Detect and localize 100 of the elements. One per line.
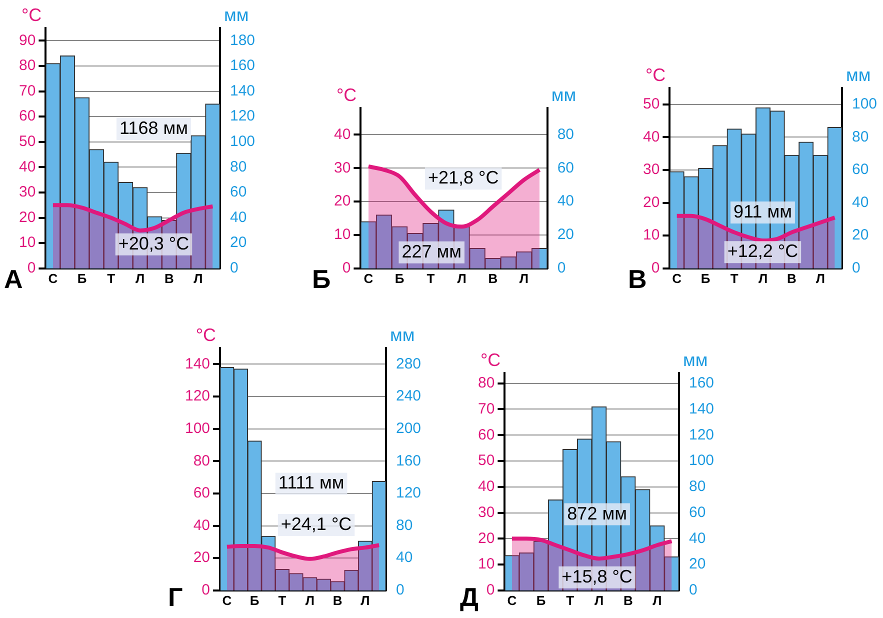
y2-axis-title: мм xyxy=(224,4,249,25)
y-tick-label: 0 xyxy=(342,260,351,277)
x-tick-label: Л xyxy=(136,270,145,286)
y2-tick-label: 80 xyxy=(557,126,574,143)
x-tick-label: Б xyxy=(700,270,710,286)
y-tick-label: 80 xyxy=(18,57,36,74)
y2-tick-label: 60 xyxy=(557,159,574,176)
y2-tick-label: 0 xyxy=(396,582,404,599)
y-tick-label: 120 xyxy=(184,388,210,405)
y2-tick-label: 100 xyxy=(852,96,878,113)
y-tick-label: 50 xyxy=(478,452,495,470)
x-tick-label: Т xyxy=(426,270,435,286)
y-tick-label: 30 xyxy=(478,504,495,521)
y-tick-label: 20 xyxy=(18,208,36,226)
y-axis-title: °C xyxy=(336,84,357,105)
y-tick-label: 0 xyxy=(486,582,495,599)
annotation: 911 мм xyxy=(733,201,792,222)
y-tick-label: 50 xyxy=(18,133,36,150)
x-tick-label: В xyxy=(623,592,633,608)
x-tick-label: Л xyxy=(594,592,604,608)
annotation: +20,3 °C xyxy=(118,233,190,254)
annotation: +24,1 °C xyxy=(280,514,352,534)
y2-axis-title: мм xyxy=(846,64,871,85)
y-tick-label: 60 xyxy=(193,484,210,502)
y2-tick-label: 80 xyxy=(852,128,869,146)
y-tick-label: 30 xyxy=(334,159,351,176)
y-tick-label: 10 xyxy=(334,226,351,244)
y2-tick-label: 160 xyxy=(688,374,714,392)
y-tick-label: 40 xyxy=(334,126,351,143)
x-tick-label: Л xyxy=(652,592,662,608)
y2-tick-label: 0 xyxy=(688,582,698,599)
y2-tick-label: 40 xyxy=(852,194,869,211)
annotation: 1111 мм xyxy=(278,472,344,493)
y-axis-title: °C xyxy=(480,350,501,370)
y2-axis-title: мм xyxy=(390,324,415,345)
x-tick-label: В xyxy=(164,270,174,286)
y-tick-label: 40 xyxy=(193,516,210,534)
y-tick-label: 0 xyxy=(651,260,660,277)
x-tick-label: Л xyxy=(194,270,203,286)
y2-tick-label: 60 xyxy=(230,184,247,201)
y-tick-label: 0 xyxy=(202,582,210,599)
x-tick-label: Т xyxy=(107,270,116,286)
y2-tick-label: 280 xyxy=(396,355,422,372)
y-tick-label: 10 xyxy=(18,234,36,252)
y2-tick-label: 60 xyxy=(688,504,706,521)
x-tick-label: Т xyxy=(730,270,738,286)
y2-tick-label: 240 xyxy=(396,388,422,405)
y-axis-title: °C xyxy=(645,64,666,85)
y2-tick-label: 40 xyxy=(230,208,247,226)
y-tick-label: 70 xyxy=(18,82,36,100)
y2-tick-label: 20 xyxy=(688,556,706,573)
y2-tick-label: 60 xyxy=(852,161,869,178)
y-tick-label: 40 xyxy=(18,158,36,176)
x-tick-label: С xyxy=(507,592,518,608)
y-tick-label: 40 xyxy=(642,128,660,146)
x-tick-label: Б xyxy=(536,592,546,608)
y-tick-label: 10 xyxy=(478,556,495,573)
y-tick-label: 140 xyxy=(184,355,210,372)
y-tick-label: 90 xyxy=(18,32,36,49)
y2-axis-title: мм xyxy=(551,84,576,105)
x-tick-label: Т xyxy=(278,592,286,608)
x-tick-label: С xyxy=(364,270,374,286)
y2-tick-label: 80 xyxy=(396,516,413,534)
y2-tick-label: 120 xyxy=(688,426,714,444)
x-tick-label: Л xyxy=(758,270,768,286)
x-tick-label: В xyxy=(787,270,796,286)
y-tick-label: 30 xyxy=(18,184,36,201)
y-tick-label: 40 xyxy=(478,478,495,496)
y2-tick-label: 0 xyxy=(230,260,238,277)
x-tick-label: Л xyxy=(457,270,466,286)
x-tick-label: Б xyxy=(250,592,260,608)
x-tick-label: Л xyxy=(519,270,529,286)
y2-tick-label: 140 xyxy=(230,82,256,100)
y2-tick-label: 120 xyxy=(230,108,256,125)
text: Г xyxy=(168,582,183,612)
y-tick-label: 80 xyxy=(193,452,210,470)
y2-tick-label: 80 xyxy=(230,158,247,176)
y2-tick-label: 40 xyxy=(396,549,413,566)
y2-tick-label: 20 xyxy=(557,226,574,244)
y2-tick-label: 0 xyxy=(557,260,566,277)
y-tick-label: 20 xyxy=(478,530,495,547)
y-axis-title: °C xyxy=(21,4,42,25)
annotation: 1168 мм xyxy=(120,118,188,138)
y-tick-label: 100 xyxy=(184,420,210,437)
y2-tick-label: 40 xyxy=(688,530,706,547)
x-tick-label: Л xyxy=(360,592,370,608)
y-tick-label: 60 xyxy=(18,108,36,125)
y-tick-label: 60 xyxy=(478,426,495,444)
y2-axis-title: мм xyxy=(682,350,708,370)
annotation: 872 мм xyxy=(567,503,627,524)
x-tick-label: Л xyxy=(305,592,314,608)
x-tick-label: С xyxy=(222,592,232,608)
annotation: +21,8 °C xyxy=(428,168,499,188)
text: Д xyxy=(460,582,479,612)
annotation: +15,8 °C xyxy=(562,566,632,586)
y2-tick-label: 160 xyxy=(230,57,256,74)
y2-tick-label: 40 xyxy=(557,192,574,210)
y-tick-label: 10 xyxy=(642,226,660,244)
x-tick-label: В xyxy=(488,270,498,286)
y2-tick-label: 20 xyxy=(852,226,869,244)
